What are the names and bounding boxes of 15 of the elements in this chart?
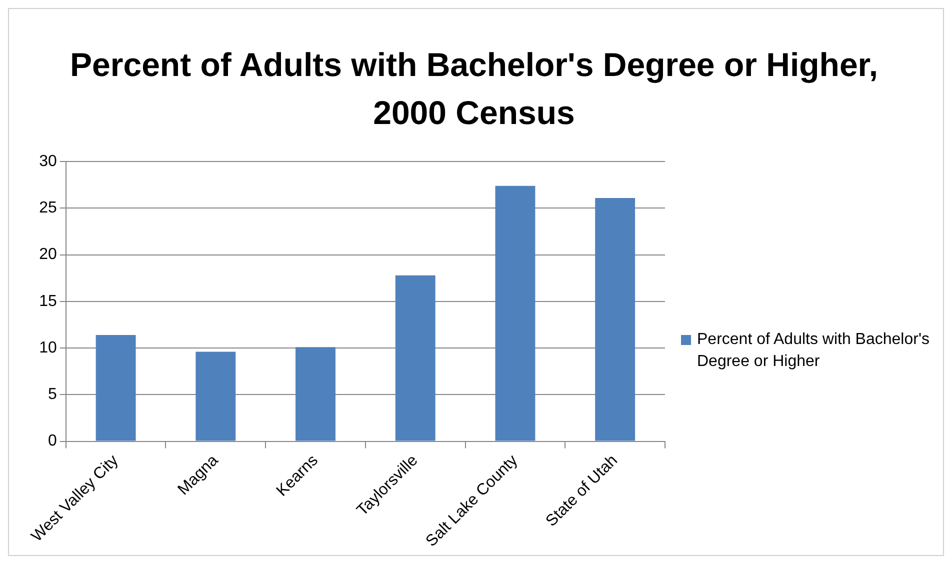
bar: [595, 198, 636, 441]
y-tick-label: 5: [48, 386, 57, 404]
y-tick-label: 0: [48, 432, 57, 450]
y-tick-label: 25: [39, 200, 57, 217]
y-tick-label: 20: [39, 246, 57, 264]
legend-label: Percent of Adults with Bachelor's Degree or Higher: [697, 330, 931, 372]
y-tick-label: 15: [39, 292, 57, 310]
bar: [96, 334, 136, 441]
y-tick-label: 30: [39, 153, 57, 170]
chart-title: Percent of Adults with Bachelor's Degree or Higher, 2000 Census: [69, 45, 879, 133]
bar: [296, 347, 336, 441]
y-tick-label: 10: [39, 339, 57, 356]
bar: [196, 352, 236, 441]
bar: [395, 275, 436, 441]
bar: [495, 186, 536, 441]
